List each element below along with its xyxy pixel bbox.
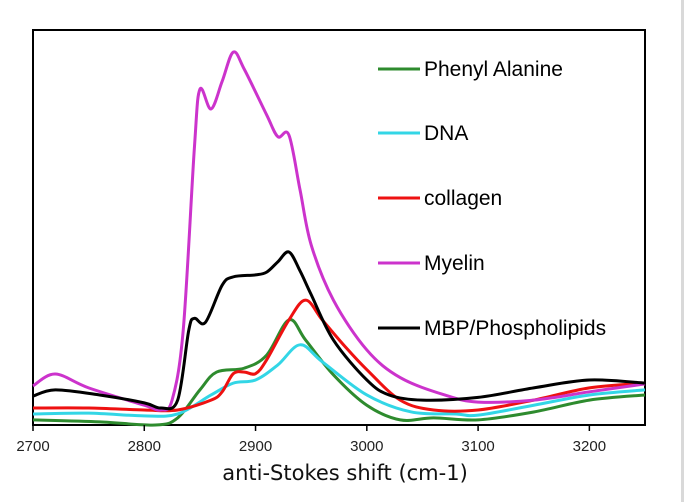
- legend-label: collagen: [424, 187, 502, 210]
- x-tick-label: 3000: [350, 438, 383, 455]
- legend-label: MBP/Phospholipids: [424, 317, 606, 340]
- legend: Phenyl Alanine DNA collagen Myelin MBP/Phosp…: [378, 58, 606, 340]
- series-mbp-phospholipids-line: [32, 250, 646, 411]
- x-tick-label: 2800: [128, 438, 161, 455]
- legend-item: MBP/Phospholipids: [378, 317, 606, 340]
- x-tick-label: 3200: [573, 438, 606, 455]
- series-myelin-line: [32, 50, 646, 412]
- series-collagen-line: [32, 298, 646, 413]
- series-phenyl-alanine-line: [32, 318, 646, 427]
- legend-item: Phenyl Alanine: [378, 58, 563, 81]
- x-tick-label: 3100: [461, 438, 494, 455]
- plot-frame: [32, 29, 646, 426]
- legend-item: DNA: [378, 122, 468, 145]
- x-axis-title: anti-Stokes shift (cm-1): [222, 461, 468, 485]
- x-axis: 2700 2800 2900 3000 3100 3200: [16, 425, 606, 455]
- x-tick-label: 2700: [16, 438, 49, 455]
- legend-label: Myelin: [424, 252, 485, 275]
- series-layer: [32, 50, 646, 427]
- series-dna-line: [32, 343, 646, 418]
- legend-label: Phenyl Alanine: [424, 58, 563, 81]
- x-tick-label: 2900: [239, 438, 272, 455]
- legend-item: Myelin: [378, 252, 485, 275]
- legend-item: collagen: [378, 187, 502, 210]
- legend-label: DNA: [424, 122, 468, 145]
